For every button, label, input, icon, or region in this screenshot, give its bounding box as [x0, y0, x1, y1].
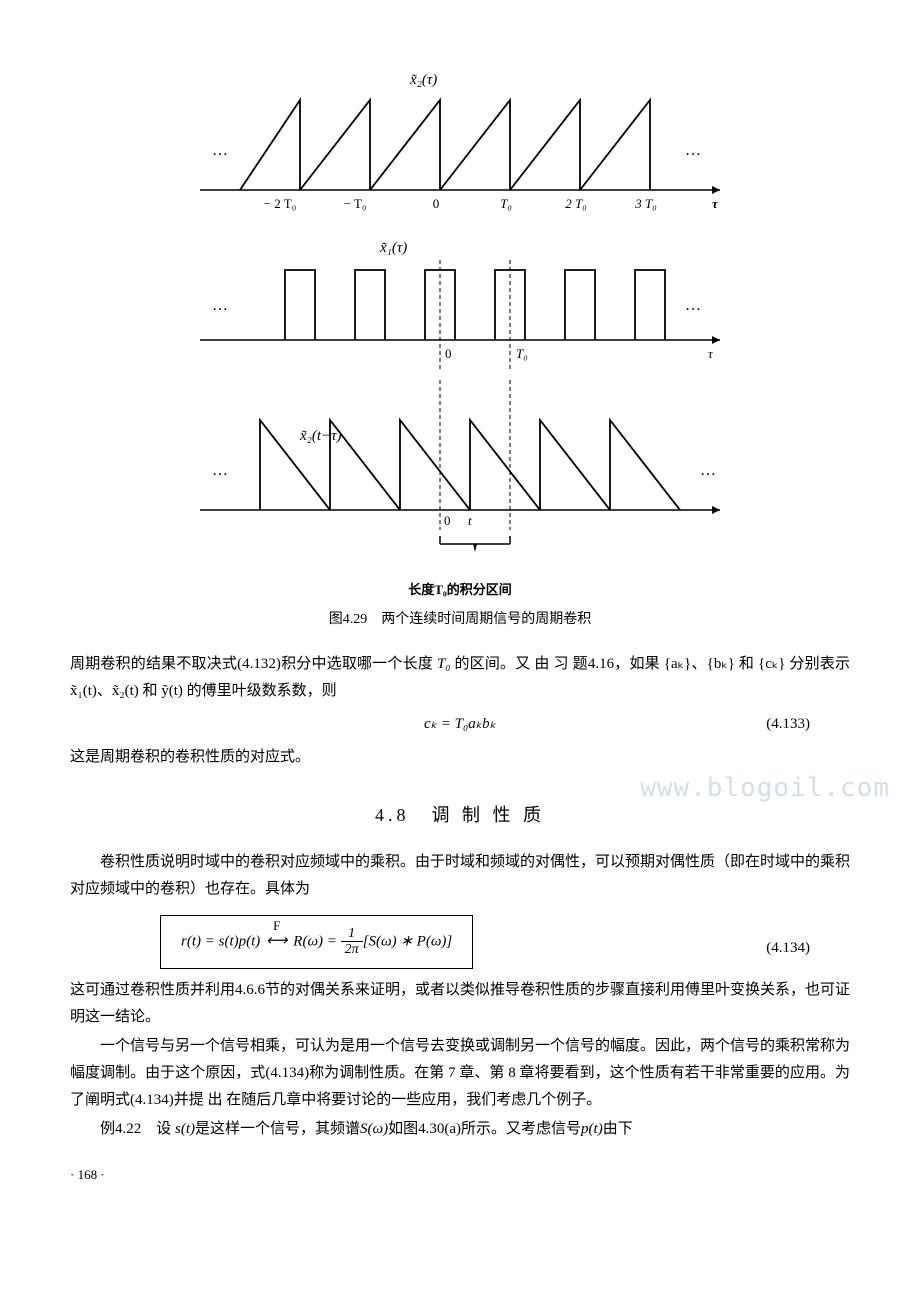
- eq-frac: 12π: [341, 926, 363, 958]
- svg-text:0: 0: [433, 196, 440, 211]
- text: 由下: [603, 1121, 633, 1137]
- text-ital: p(t): [581, 1121, 603, 1137]
- svg-text:− 2 T₀: − 2 T₀: [264, 196, 297, 211]
- svg-text:3 T₀: 3 T₀: [634, 196, 657, 211]
- svg-text:…: …: [212, 142, 228, 159]
- svg-text:τ: τ: [712, 196, 719, 211]
- svg-text:T₀: T₀: [516, 346, 528, 361]
- text-ital: S(ω): [360, 1121, 388, 1137]
- eq-rhs-a: R(ω) =: [293, 933, 340, 949]
- figure-panel-3: … … x̃₂(t−τ) 0 t: [180, 380, 740, 560]
- equation-number: (4.134): [766, 935, 810, 962]
- watermark: www.blogoil.com: [640, 765, 890, 812]
- figure-4-29: … … x̃₂(τ) − 2 T₀ − T₀ 0 T₀ 2 T₀ 3 T₀ τ …: [70, 60, 850, 633]
- svg-text:2 T₀: 2 T₀: [565, 196, 587, 211]
- figure-sub-caption: 长度T₀的积分区间: [70, 578, 850, 601]
- svg-text:…: …: [212, 462, 228, 479]
- text: 如图4.30(a)所示。又考虑信号: [388, 1121, 581, 1137]
- frac-num: 1: [341, 926, 363, 942]
- frac-den: 2π: [341, 942, 363, 957]
- eq-lhs: r(t) = s(t)p(t): [181, 933, 260, 949]
- section-number: 4.8: [375, 805, 410, 825]
- figure-panel-2: … … x̃₁(τ) 0 T₀ τ: [180, 230, 740, 370]
- equation-number: (4.133): [766, 711, 810, 738]
- paragraph-1: 周期卷积的结果不取决式(4.132)积分中选取哪一个长度 T₀ 的区间。又 由 …: [70, 651, 850, 705]
- svg-text:x̃₁(τ): x̃₁(τ): [379, 240, 407, 256]
- svg-text:t: t: [468, 513, 472, 528]
- text: 例4.22 设: [100, 1121, 175, 1137]
- svg-text:0: 0: [444, 513, 451, 528]
- eq-arrow: F ⟷: [266, 928, 288, 955]
- paragraph-3: 卷积性质说明时域中的卷积对应频域中的乘积。由于时域和频域的对偶性，可以预期对偶性…: [70, 849, 850, 903]
- text: 是这样一个信号，其频谱: [195, 1121, 360, 1137]
- svg-text:0: 0: [445, 346, 452, 361]
- svg-text:T₀: T₀: [500, 196, 512, 211]
- svg-text:…: …: [700, 462, 716, 479]
- eq-rhs-b: [S(ω) ∗ P(ω)]: [363, 933, 453, 949]
- svg-text:x̃₂(τ): x̃₂(τ): [409, 72, 437, 88]
- equation-body: cₖ = T₀aₖbₖ: [424, 711, 496, 738]
- equation-4-133: cₖ = T₀aₖbₖ (4.133): [70, 711, 850, 738]
- svg-text:τ: τ: [708, 346, 714, 361]
- svg-text:x̃₂(t−τ): x̃₂(t−τ): [299, 428, 342, 444]
- figure-panel-1: … … x̃₂(τ) − 2 T₀ − T₀ 0 T₀ 2 T₀ 3 T₀ τ: [180, 60, 740, 220]
- svg-text:…: …: [212, 297, 228, 314]
- paragraph-6: 例4.22 设 s(t)是这样一个信号，其频谱S(ω)如图4.30(a)所示。又…: [70, 1116, 850, 1143]
- paragraph-4: 这可通过卷积性质并利用4.6.6节的对偶关系来证明，或者以类似推导卷积性质的步骤…: [70, 977, 850, 1031]
- equation-4-134-box: r(t) = s(t)p(t) F ⟷ R(ω) = 12π[S(ω) ∗ P(…: [160, 915, 473, 969]
- text: 周期卷积的结果不取决式(4.132)积分中选取哪一个长度: [70, 656, 437, 672]
- text-ital: s(t): [175, 1121, 195, 1137]
- equation-4-134-row: r(t) = s(t)p(t) F ⟷ R(ω) = 12π[S(ω) ∗ P(…: [70, 905, 850, 975]
- figure-main-caption: 图4.29 两个连续时间周期信号的周期卷积: [70, 607, 850, 632]
- svg-text:…: …: [685, 142, 701, 159]
- page-number: · 168 ·: [70, 1163, 850, 1186]
- svg-text:− T₀: − T₀: [344, 196, 367, 211]
- paragraph-5: 一个信号与另一个信号相乘，可认为是用一个信号去变换或调制另一个信号的幅度。因此，…: [70, 1033, 850, 1114]
- eq-F-label: F: [273, 914, 280, 937]
- text-ital: T₀: [437, 656, 451, 672]
- section-name: 调 制 性 质: [432, 805, 546, 825]
- svg-text:…: …: [685, 297, 701, 314]
